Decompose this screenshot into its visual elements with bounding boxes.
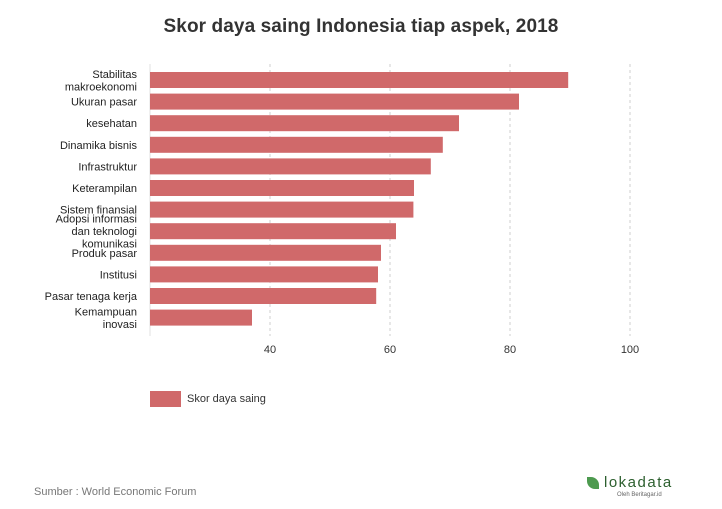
x-tick-label: 60 bbox=[384, 344, 396, 356]
x-tick-label: 80 bbox=[504, 344, 516, 356]
category-label: Infrastruktur bbox=[78, 161, 137, 173]
legend-swatch bbox=[150, 391, 181, 407]
x-tick-label: 40 bbox=[264, 344, 276, 356]
brand-logo[interactable]: lokadata Oleh Beritagar.id bbox=[587, 474, 673, 498]
brand-name: lokadata bbox=[604, 474, 673, 491]
bar[interactable] bbox=[150, 288, 377, 304]
x-tick-label: 100 bbox=[621, 344, 639, 356]
category-label: kesehatan bbox=[86, 118, 137, 130]
category-label: Keterampilan bbox=[72, 183, 137, 195]
category-label: Kemampuan inovasi bbox=[75, 306, 137, 331]
lokadata-leaf-icon bbox=[587, 476, 599, 489]
brand-subtitle: Oleh Beritagar.id bbox=[617, 492, 662, 498]
bar[interactable] bbox=[150, 223, 396, 240]
bar[interactable] bbox=[150, 72, 569, 88]
bar[interactable] bbox=[150, 180, 414, 196]
bar[interactable] bbox=[150, 136, 443, 153]
bar[interactable] bbox=[150, 201, 414, 218]
category-label: Sistem finansial bbox=[60, 205, 137, 217]
bar[interactable] bbox=[150, 266, 378, 283]
source-note: Sumber : World Economic Forum bbox=[34, 486, 197, 498]
category-label: Dinamika bisnis bbox=[60, 140, 138, 152]
x-axis-ticks: 40 60 80 100 bbox=[264, 344, 639, 356]
bar[interactable] bbox=[150, 158, 431, 175]
category-label: Pasar tenaga kerja bbox=[45, 291, 138, 303]
category-label: Institusi bbox=[100, 269, 137, 281]
bar[interactable] bbox=[150, 244, 381, 261]
chart-legend[interactable]: Skor daya saing bbox=[150, 391, 266, 407]
bar[interactable] bbox=[150, 93, 519, 110]
bar[interactable] bbox=[150, 115, 459, 132]
category-label: Produk pasar bbox=[72, 248, 138, 260]
chart-title: Skor daya saing Indonesia tiap aspek, 20… bbox=[163, 16, 559, 37]
bar[interactable] bbox=[150, 309, 252, 326]
chart-bars bbox=[150, 72, 569, 326]
category-label: Ukuran pasar bbox=[71, 97, 137, 109]
category-label: Adopsi informasi dan teknologi komunikasi bbox=[56, 214, 137, 251]
legend-label: Skor daya saing bbox=[187, 393, 266, 405]
category-labels: Stabilitas makroekonomi Ukuran pasar keseha… bbox=[45, 69, 138, 331]
category-label: Stabilitas makroekonomi bbox=[65, 69, 138, 94]
